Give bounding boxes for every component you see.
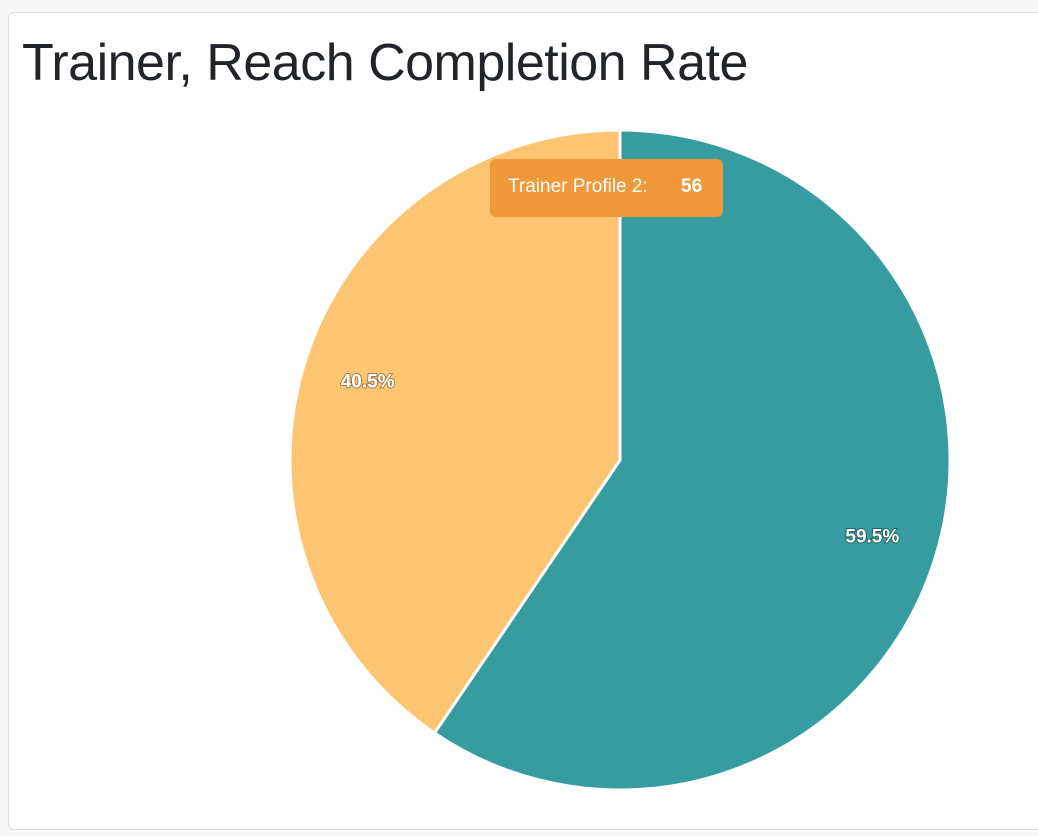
tooltip-value: 56 (681, 176, 702, 197)
pie-slice (288, 128, 622, 736)
slice-label: 40.5% (341, 371, 395, 392)
tooltip-box (490, 159, 723, 217)
pie: 59.5% 40.5% (288, 128, 952, 792)
pie-slice (432, 128, 952, 792)
tooltip-label: Trainer Profile 2: (508, 176, 648, 197)
chart-title: Trainer, Reach Completion Rate (22, 34, 748, 92)
tooltip: Trainer Profile 2: 56 (490, 159, 723, 217)
slice-label: 59.5% (845, 527, 899, 548)
